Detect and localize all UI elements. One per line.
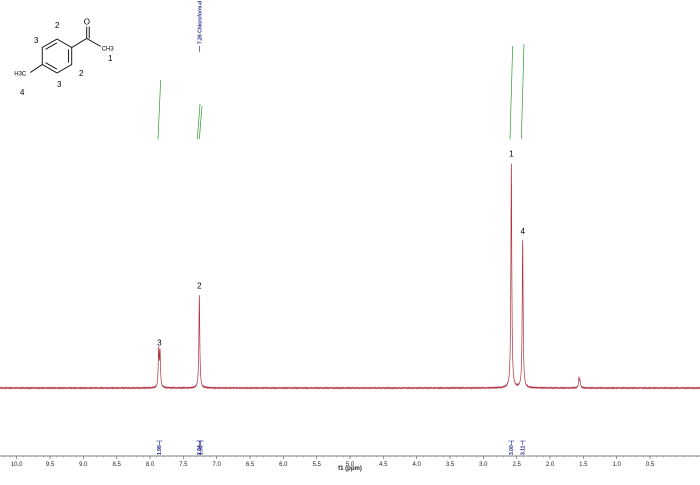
integral-bracket — [197, 440, 204, 445]
ring-double-bond — [45, 42, 58, 50]
x-tick-label: 6.5 — [246, 462, 255, 468]
spectrum-trace — [0, 163, 700, 390]
ring-bond — [56, 64, 72, 74]
x-tick-label: 2.5 — [512, 462, 521, 468]
acyl-bond — [71, 38, 87, 48]
ring-bond — [56, 38, 72, 48]
ring-methyl-bond — [30, 64, 43, 73]
integral-value: 1.98 — [157, 445, 163, 455]
peak-label-3: 3 — [157, 339, 162, 348]
x-axis-title: f1 (ppm) — [338, 466, 362, 472]
position-label: 3 — [57, 80, 62, 89]
reference-peak-label: 7.26 Chloroform-d — [197, 1, 203, 44]
ring-double-bond — [45, 62, 58, 70]
ring-bond — [42, 64, 58, 74]
integral-curves — [157, 43, 525, 140]
x-tick-label: 5.0 — [346, 462, 355, 468]
integral-marks: 1.98 2.041.98 3.00 3.11 — [156, 440, 526, 455]
x-tick-label: 10.0 — [11, 462, 23, 468]
x-tick-label: 4.5 — [379, 462, 388, 468]
x-tick-label: 1.5 — [579, 462, 588, 468]
peak-labels: 3 2 1 4 — [157, 149, 525, 347]
peak-label-1: 1 — [509, 149, 514, 158]
integral-curve — [520, 43, 525, 140]
integral-curve — [196, 103, 201, 140]
x-tick-label: 7.0 — [212, 462, 221, 468]
position-label: 3 — [34, 36, 39, 45]
x-tick-label: 3.0 — [479, 462, 488, 468]
integral-curve — [509, 45, 514, 140]
integral-value: 3.00 — [509, 445, 515, 455]
x-tick-label: 5.5 — [312, 462, 321, 468]
integral-value: 1.98 — [198, 445, 204, 455]
peak-label-2: 2 — [197, 282, 202, 291]
x-tick-label: 7.5 — [179, 462, 188, 468]
integral-bracket — [196, 440, 203, 445]
x-tick-label: 6.0 — [279, 462, 288, 468]
x-tick-label: 4.0 — [412, 462, 421, 468]
methyl-bond — [86, 38, 101, 47]
ring-bond — [42, 38, 58, 48]
position-label: 1 — [108, 54, 113, 63]
x-tick-label: 9.0 — [79, 462, 88, 468]
x-tick-label: 8.5 — [112, 462, 121, 468]
integral-value: 3.11 — [520, 445, 526, 455]
position-label: 4 — [20, 88, 25, 97]
integral-value: 2.04 — [197, 445, 203, 455]
ring-methyl-label: H3C — [14, 72, 27, 78]
position-label: 2 — [55, 21, 60, 30]
x-axis: 10.0 9.5 9.0 8.5 8.0 7.5 7.0 6.5 6.0 5.5 5.0 4.5 4.0… — [0, 455, 700, 468]
oxygen-atom-label: O — [84, 18, 90, 27]
x-tick-label: 3.5 — [446, 462, 455, 468]
x-tick-label: 1.0 — [612, 462, 621, 468]
position-label: 2 — [79, 69, 84, 78]
x-tick-label: 0.5 — [646, 462, 655, 468]
peak-label-4: 4 — [520, 227, 525, 236]
integral-bracket — [508, 440, 515, 445]
x-tick-label: 8.0 — [146, 462, 155, 468]
x-tick-label: 9.5 — [46, 462, 55, 468]
acyl-methyl-label: CH3 — [102, 47, 115, 53]
integral-bracket — [156, 440, 163, 445]
x-tick-label: 2.0 — [546, 462, 555, 468]
reference-peak-marker: 7.26 Chloroform-d — [197, 1, 203, 52]
integral-curve — [198, 105, 203, 140]
integral-bracket — [519, 440, 526, 445]
integral-curve — [157, 79, 162, 140]
molecule-structure: O CH3 H3C 2 3 1 2 3 4 — [14, 18, 114, 98]
